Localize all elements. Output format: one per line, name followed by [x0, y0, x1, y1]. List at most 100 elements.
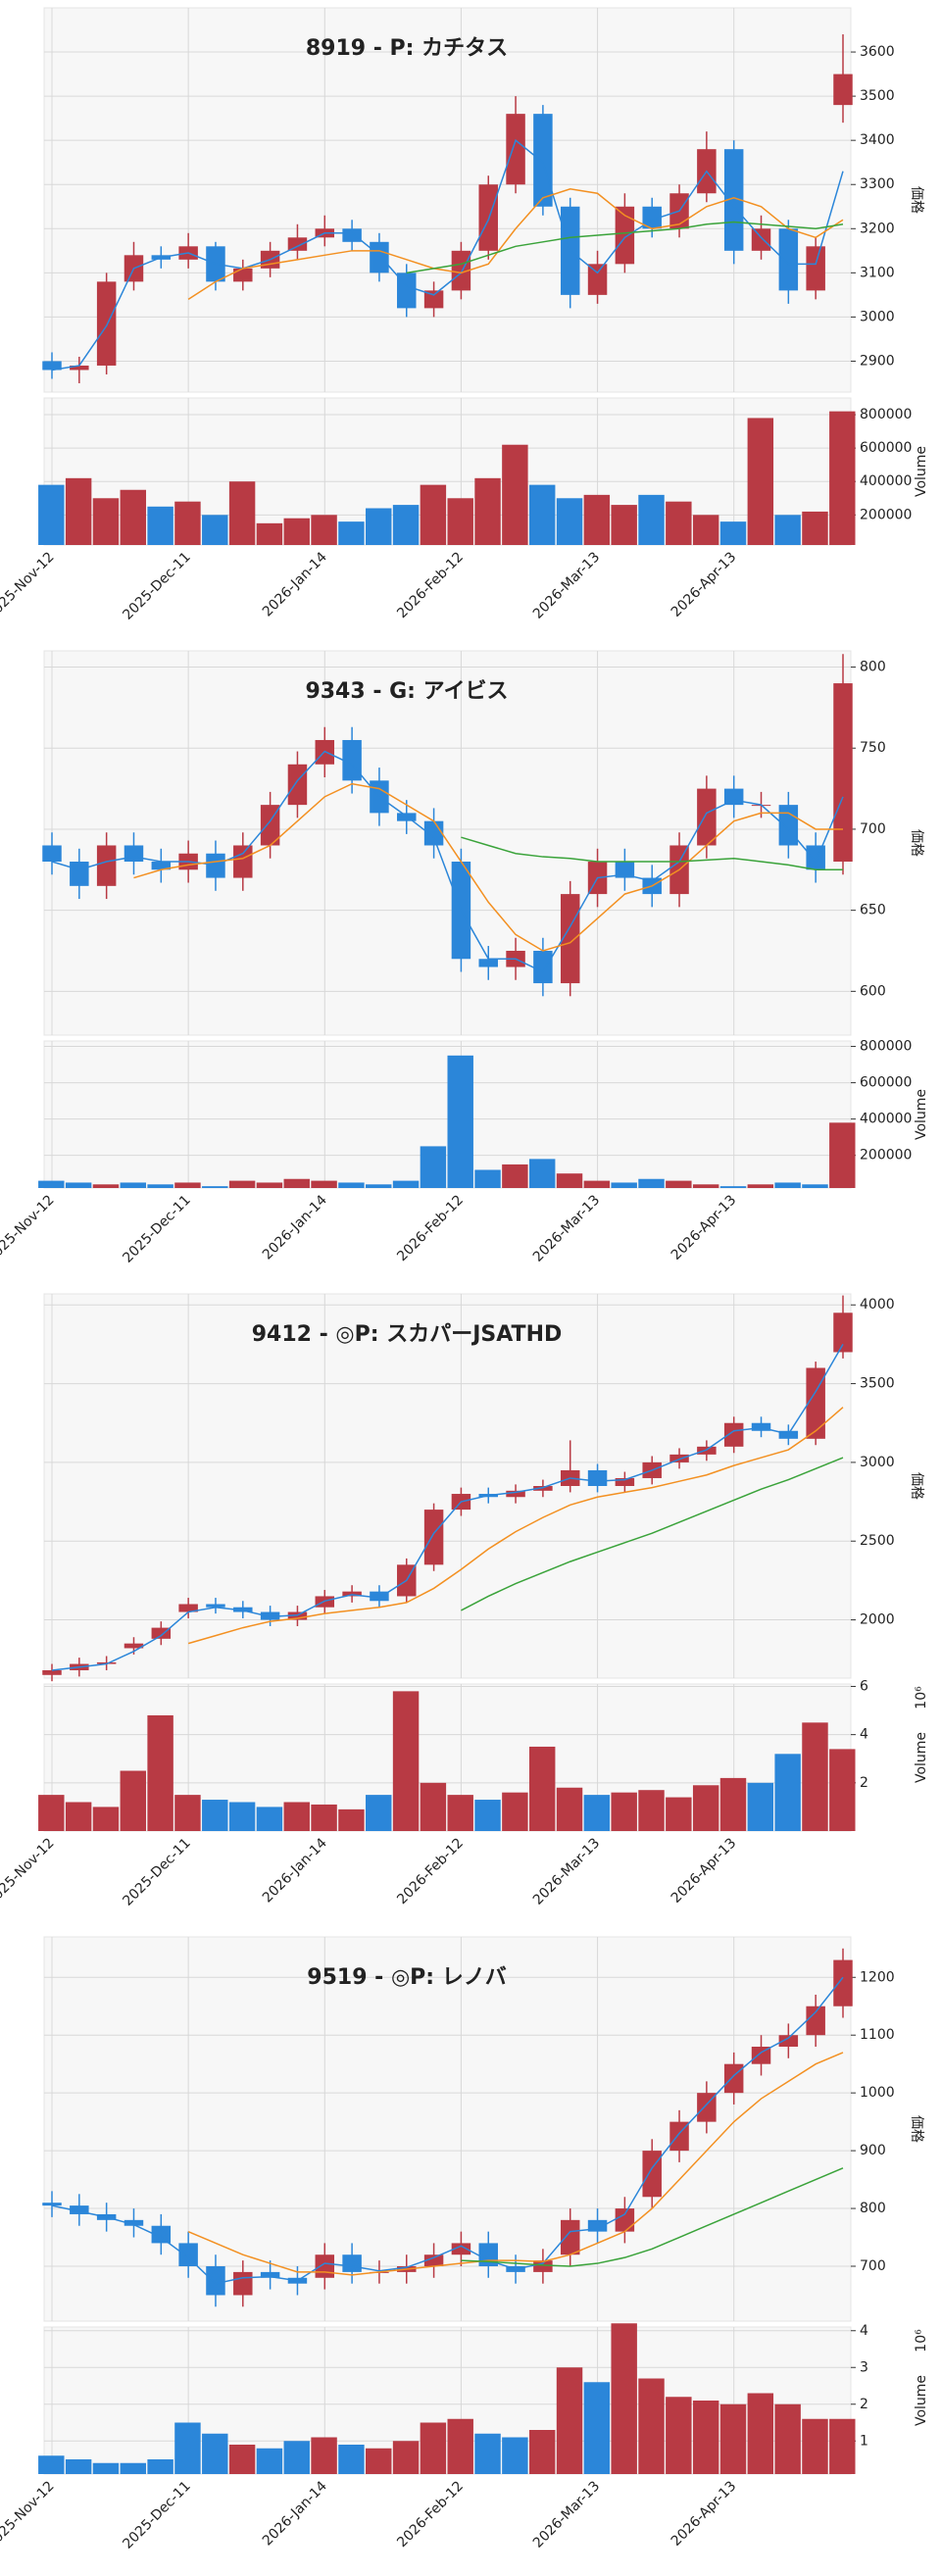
candle-body: [178, 1604, 198, 1612]
volume-bar: [366, 2448, 392, 2474]
candle-body: [206, 2266, 225, 2296]
volume-bar: [638, 1178, 665, 1188]
y-tick-label: 4: [860, 1727, 868, 1743]
volume-bar: [256, 1182, 283, 1188]
volume-bar: [38, 2455, 65, 2474]
y-tick-label: 3100: [860, 265, 895, 280]
volume-bar: [392, 2441, 420, 2474]
y-tick-label: 800: [860, 2201, 886, 2216]
x-tick-label: 2026-Mar-13: [530, 549, 603, 621]
volume-bar: [583, 494, 611, 545]
candle-body: [587, 2219, 608, 2232]
candle-body: [370, 1591, 389, 1602]
candle-body: [587, 1469, 608, 1486]
volume-bar: [38, 1795, 65, 1831]
candle-body: [206, 853, 225, 878]
volume-bar: [583, 1180, 611, 1188]
volume-bar: [528, 484, 556, 545]
x-tick-label: 2026-Apr-13: [669, 1192, 740, 1263]
volume-bar: [802, 1184, 828, 1188]
y-axis-label: 価格: [909, 186, 924, 214]
candle-body: [124, 2219, 144, 2226]
volume-bar: [256, 2448, 283, 2474]
x-tick-label: 2026-Feb-12: [394, 1835, 467, 1907]
y-tick-label: 4: [860, 2323, 868, 2339]
volume-bar: [528, 2430, 556, 2474]
volume-bar: [474, 1169, 501, 1188]
candle-body: [451, 250, 471, 291]
candle-body: [451, 2243, 471, 2255]
volume-bar: [583, 1795, 611, 1831]
volume-bar: [38, 484, 65, 545]
y-tick-label: 3400: [860, 132, 895, 148]
price-panel: [43, 1936, 852, 2322]
volume-bar: [120, 1770, 147, 1831]
volume-bar: [174, 2422, 201, 2474]
candle-body: [151, 862, 172, 870]
y-tick-label: 750: [860, 740, 886, 756]
volume-bar: [311, 1180, 337, 1188]
volume-bar: [174, 1182, 201, 1188]
candle-body: [806, 2006, 825, 2036]
volume-bar: [611, 1792, 637, 1831]
y-tick-label: 2900: [860, 353, 895, 369]
volume-bar: [147, 1714, 173, 1831]
y-tick-label: 600: [860, 983, 886, 999]
volume-bar: [774, 1182, 801, 1188]
volume-bar: [92, 498, 120, 545]
candle-body: [615, 862, 635, 878]
x-tick-label: 2025-Dec-11: [120, 549, 193, 622]
volume-bar: [256, 522, 283, 545]
y-tick-label: 400000: [860, 473, 912, 489]
volume-bar: [638, 1790, 665, 1831]
volume-bar: [92, 1184, 120, 1188]
y-tick-label: 3500: [860, 1376, 895, 1392]
volume-bar: [202, 1186, 228, 1188]
x-tick-label: 2026-Mar-13: [530, 2478, 603, 2551]
volume-bar: [65, 477, 92, 545]
volume-bar: [583, 2382, 611, 2474]
candle-body: [533, 114, 553, 207]
candle-body: [778, 805, 799, 846]
y-tick-label: 400000: [860, 1112, 912, 1127]
candle-body: [533, 1486, 553, 1491]
y-tick-label: 1: [860, 2433, 868, 2449]
volume-bar: [666, 501, 692, 545]
volume-bar: [366, 1184, 392, 1188]
volume-bar: [719, 2403, 747, 2474]
volume-bar: [666, 1180, 692, 1188]
volume-bar: [65, 1802, 92, 1831]
candle-body: [833, 1313, 853, 1353]
volume-bar: [474, 2433, 501, 2474]
x-tick-label: 2025-Nov-12: [0, 549, 58, 622]
volume-axis-label: Volume: [914, 2375, 929, 2426]
candle-body: [806, 1367, 825, 1439]
volume-bar: [120, 2462, 147, 2474]
candle-body: [423, 820, 444, 846]
y-tick-label: 3500: [860, 88, 895, 104]
candle-body: [206, 1604, 225, 1608]
candle-body: [342, 739, 362, 781]
y-tick-label: 2000: [860, 1612, 895, 1628]
y-tick-label: 900: [860, 2143, 886, 2158]
volume-bar: [774, 515, 801, 545]
volume-bar: [283, 2441, 310, 2474]
volume-bar: [283, 1178, 310, 1188]
chart-title: 9412 - ◎P: スカパーJSATHD: [252, 1322, 563, 1347]
candle-body: [533, 2260, 553, 2272]
volume-bar: [202, 2433, 228, 2474]
volume-bar: [829, 1749, 856, 1831]
volume-bar: [120, 1182, 147, 1188]
moving-average-line: [51, 1976, 844, 2285]
volume-bar: [829, 2418, 856, 2474]
candle-body: [70, 862, 89, 886]
y-tick-label: 3000: [860, 309, 895, 324]
volume-bar: [311, 2437, 337, 2474]
candle-body: [560, 894, 580, 984]
y-axis-label: 価格: [909, 829, 924, 857]
volume-bar: [447, 2418, 473, 2474]
candle-body: [833, 1959, 853, 2006]
x-tick-label: 2026-Jan-14: [260, 1192, 330, 1263]
volume-bar: [147, 506, 173, 545]
candle-body: [342, 2254, 362, 2272]
